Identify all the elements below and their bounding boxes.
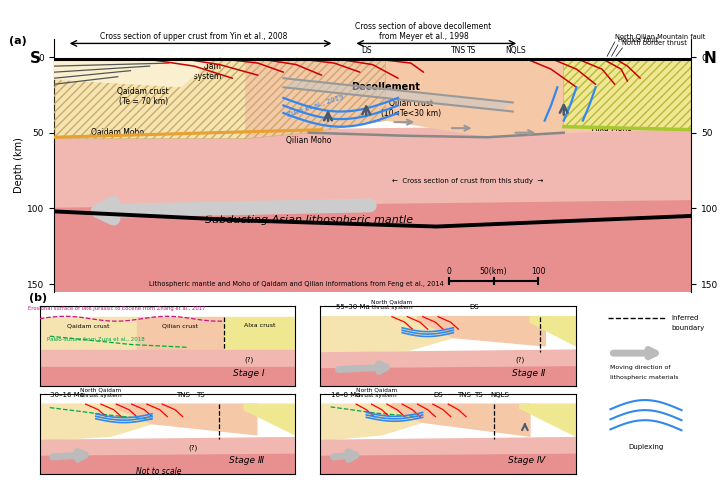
Text: Qilian crust: Qilian crust	[162, 323, 198, 328]
Text: North border thrust: North border thrust	[622, 40, 688, 46]
Text: Inferred: Inferred	[671, 315, 698, 321]
Polygon shape	[320, 437, 576, 474]
Text: NQLS: NQLS	[505, 46, 526, 55]
Polygon shape	[320, 454, 576, 474]
Text: boundary: boundary	[671, 325, 704, 331]
Text: TS: TS	[474, 392, 483, 398]
Text: North Qilian Mountain fault: North Qilian Mountain fault	[615, 34, 705, 40]
Polygon shape	[40, 404, 162, 440]
Text: North Qaidam
thrust system: North Qaidam thrust system	[372, 299, 413, 311]
Polygon shape	[320, 367, 576, 386]
Text: Alxa crust: Alxa crust	[243, 323, 275, 328]
Text: Paleo-suture from Zuza et al., 2018: Paleo-suture from Zuza et al., 2018	[47, 336, 145, 341]
Text: DS: DS	[433, 392, 443, 398]
Text: 100: 100	[531, 267, 546, 277]
Polygon shape	[530, 317, 576, 346]
Text: TNS: TNS	[456, 392, 470, 398]
Polygon shape	[418, 317, 545, 346]
Text: lithospheric materials: lithospheric materials	[611, 375, 679, 380]
Text: 50(km): 50(km)	[480, 267, 508, 277]
Text: Cross section of above decollement
from Meyer et al., 1998: Cross section of above decollement from …	[356, 22, 492, 41]
Text: (a): (a)	[9, 36, 27, 46]
Text: North Qaidam
thrust system: North Qaidam thrust system	[356, 387, 397, 398]
Polygon shape	[117, 404, 257, 435]
Text: Qaidam crust: Qaidam crust	[67, 323, 109, 328]
Text: 0: 0	[446, 267, 451, 277]
Text: S: S	[30, 51, 41, 66]
Polygon shape	[284, 78, 513, 111]
Polygon shape	[54, 58, 385, 139]
Text: Stage I: Stage I	[233, 369, 264, 378]
Polygon shape	[40, 454, 295, 474]
Text: (?): (?)	[245, 357, 254, 364]
Text: Qaidam crust
(Te = 70 km): Qaidam crust (Te = 70 km)	[117, 87, 169, 106]
Text: Qilian crust
(10<Te<30 km): Qilian crust (10<Te<30 km)	[381, 99, 441, 118]
Polygon shape	[54, 125, 691, 292]
Text: North Qaidam
thrust system: North Qaidam thrust system	[81, 387, 122, 398]
Text: Cross section of upper crust from Yin et al., 2008: Cross section of upper crust from Yin et…	[101, 32, 288, 41]
Polygon shape	[137, 317, 224, 350]
Polygon shape	[392, 404, 530, 436]
Polygon shape	[40, 317, 137, 350]
Text: Moving direction of: Moving direction of	[611, 365, 671, 370]
Text: Not to scale: Not to scale	[135, 467, 181, 476]
Text: Qaidam Moho: Qaidam Moho	[91, 128, 144, 137]
Polygon shape	[320, 317, 461, 353]
Text: (?): (?)	[189, 444, 197, 451]
Polygon shape	[564, 58, 691, 130]
Polygon shape	[320, 404, 433, 440]
Polygon shape	[520, 404, 576, 436]
Text: (b): (b)	[29, 293, 47, 303]
Text: Qaidam basin: Qaidam basin	[72, 62, 125, 70]
Text: Zuza et al., 2019: Zuza et al., 2019	[286, 93, 345, 118]
Text: 16–8 Ma: 16–8 Ma	[330, 392, 360, 398]
Text: Qilian Moho: Qilian Moho	[286, 136, 332, 145]
Text: Subducting Asian lithospheric mantle: Subducting Asian lithospheric mantle	[204, 215, 413, 226]
Polygon shape	[244, 404, 295, 435]
Text: Stage Ⅳ: Stage Ⅳ	[508, 456, 545, 466]
Text: NQLS: NQLS	[490, 392, 509, 398]
Text: 55–30 Ma: 55–30 Ma	[336, 304, 369, 311]
Polygon shape	[245, 58, 691, 139]
Text: Decollement: Decollement	[351, 82, 420, 92]
Y-axis label: Depth (km): Depth (km)	[14, 138, 24, 193]
Text: Stage Ⅱ: Stage Ⅱ	[512, 369, 545, 378]
Text: TNS: TNS	[176, 392, 189, 398]
Polygon shape	[54, 201, 691, 292]
Text: (?): (?)	[515, 357, 524, 364]
Polygon shape	[224, 317, 295, 350]
Text: N: N	[704, 51, 716, 66]
Text: DS: DS	[469, 304, 479, 311]
Text: 30–16 Ma: 30–16 Ma	[50, 392, 84, 398]
Text: ←  Cross section of crust from this study  →: ← Cross section of crust from this study…	[392, 178, 544, 184]
Text: Alxa Moho: Alxa Moho	[592, 123, 631, 133]
Text: TS: TS	[197, 392, 205, 398]
Polygon shape	[54, 58, 213, 87]
Polygon shape	[40, 367, 295, 386]
Polygon shape	[320, 350, 576, 386]
Text: Hanxia fault: Hanxia fault	[618, 36, 658, 43]
Text: Duplexing: Duplexing	[629, 444, 664, 450]
Text: TS: TS	[467, 46, 476, 55]
Text: Erosional surface of late Jurassic to Eocene from Zhang et al., 2017: Erosional surface of late Jurassic to Eo…	[27, 306, 205, 311]
Text: DS: DS	[361, 46, 372, 55]
Text: North Qaidam
thrust system: North Qaidam thrust system	[167, 62, 221, 81]
Polygon shape	[40, 350, 295, 386]
Polygon shape	[40, 437, 295, 474]
Text: Stage Ⅲ: Stage Ⅲ	[230, 456, 264, 466]
Text: TNS: TNS	[451, 46, 466, 55]
Text: Lithospheric mantle and Moho of Qaidam and Qilian informations from Feng et al.,: Lithospheric mantle and Moho of Qaidam a…	[149, 281, 444, 287]
Text: Alxa crust
(40<Te<50 km): Alxa crust (40<Te<50 km)	[585, 78, 645, 97]
